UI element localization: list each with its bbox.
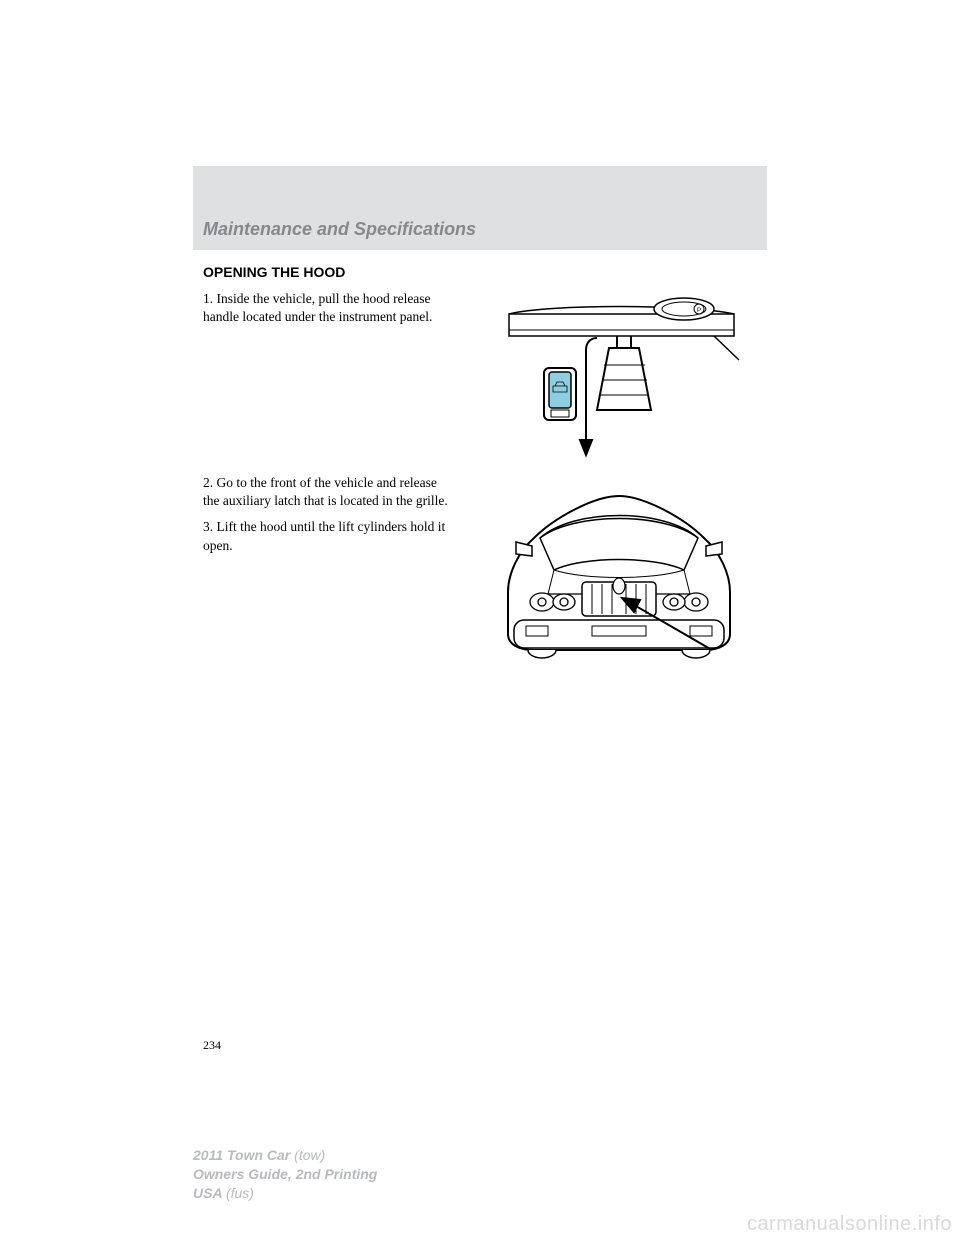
- footer-line-1: 2011 Town Car (tow): [193, 1146, 377, 1165]
- footer-line-3: USA (fus): [193, 1184, 377, 1203]
- footer: 2011 Town Car (tow) Owners Guide, 2nd Pr…: [193, 1146, 377, 1203]
- header-title: Maintenance and Specifications: [203, 219, 476, 240]
- section-heading: OPENING THE HOOD: [203, 264, 767, 280]
- step-2-text: 2. Go to the front of the vehicle and re…: [203, 474, 453, 510]
- hood-release-icon: P: [489, 290, 749, 470]
- page-number: 234: [203, 1038, 221, 1053]
- watermark: carmanualsonline.info: [747, 1213, 952, 1236]
- footer-code-2: (fus): [226, 1185, 254, 1201]
- step-3-text: 3. Lift the hood until the lift cylinder…: [203, 518, 453, 554]
- header-bar: Maintenance and Specifications: [193, 166, 767, 250]
- row-step-1: 1. Inside the vehicle, pull the hood rel…: [203, 290, 767, 470]
- footer-line-2: Owners Guide, 2nd Printing: [193, 1165, 377, 1184]
- step-1-text: 1. Inside the vehicle, pull the hood rel…: [203, 290, 453, 326]
- svg-text:P: P: [697, 308, 701, 314]
- figure-hood-release: P: [471, 290, 767, 470]
- step-1-text-col: 1. Inside the vehicle, pull the hood rel…: [203, 290, 453, 470]
- row-step-2-3: 2. Go to the front of the vehicle and re…: [203, 474, 767, 679]
- step-2-3-text-col: 2. Go to the front of the vehicle and re…: [203, 474, 453, 679]
- car-front-icon: [484, 474, 754, 679]
- manual-page: Maintenance and Specifications OPENING T…: [193, 166, 767, 679]
- footer-region: USA: [193, 1185, 226, 1201]
- footer-code-1: (tow): [294, 1147, 325, 1163]
- figure-car-front: [471, 474, 767, 679]
- footer-model: 2011 Town Car: [193, 1147, 294, 1163]
